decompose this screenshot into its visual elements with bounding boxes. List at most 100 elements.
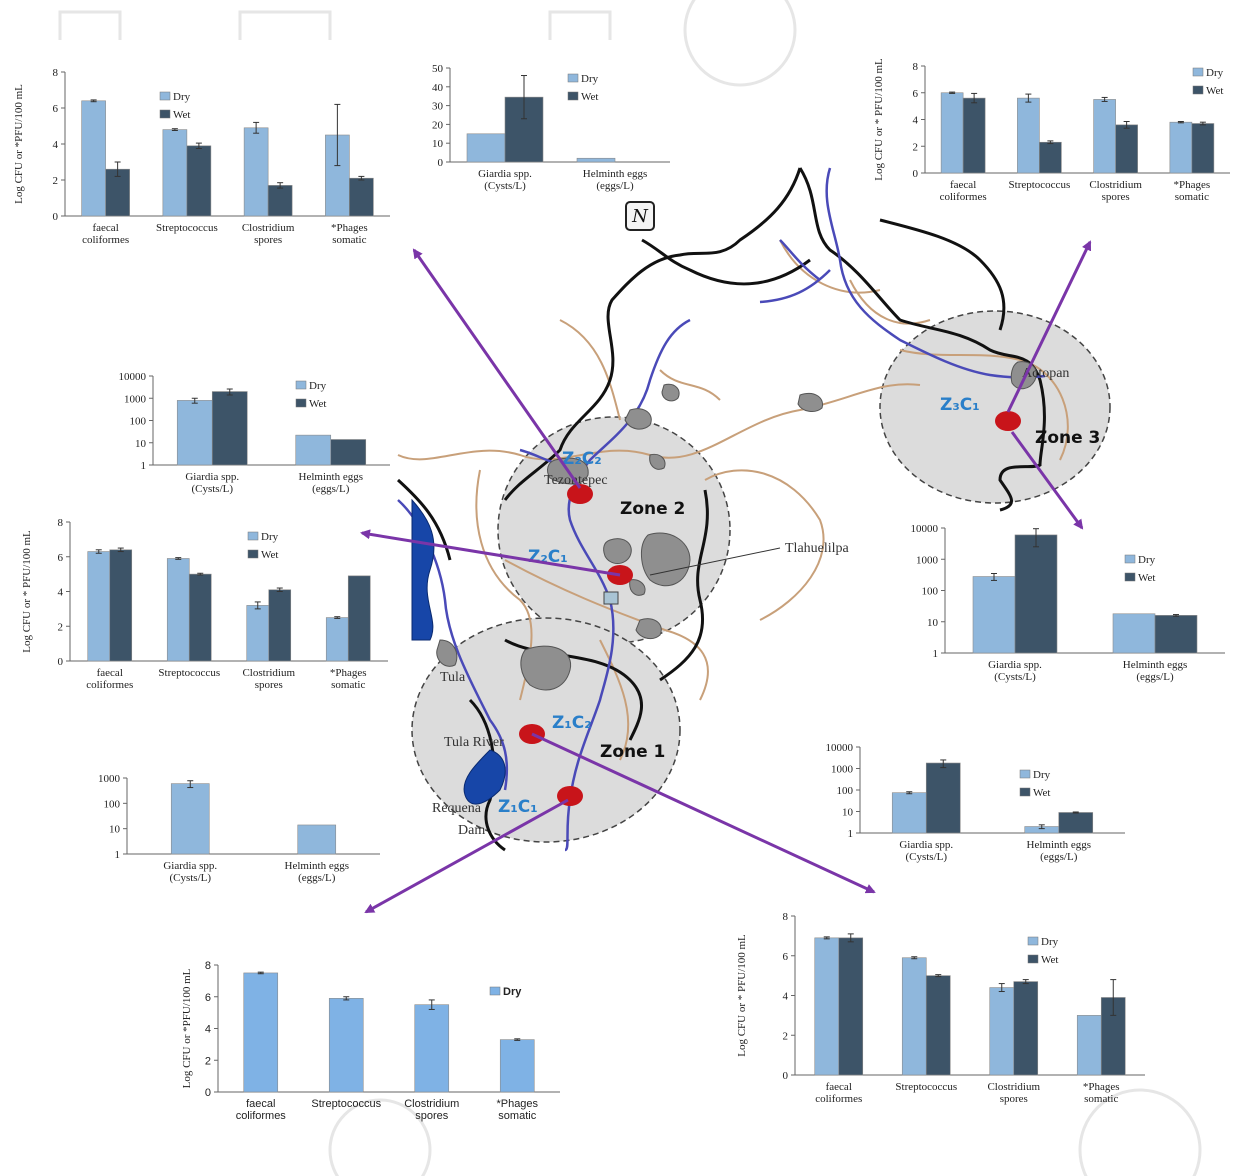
category-label: somatic: [498, 1110, 536, 1122]
y-tick-label: 4: [913, 115, 919, 127]
north-arrow-symbol: N: [625, 201, 655, 231]
y-tick-label: 100: [837, 785, 854, 797]
y-tick-label: 8: [913, 61, 919, 73]
bar-wet-1: [925, 975, 951, 1076]
y-tick-label: 1000: [916, 554, 939, 566]
category-label: *Phages: [331, 222, 368, 234]
legend-swatch: [1124, 554, 1136, 564]
category-label: Clostridium: [242, 222, 295, 234]
place-tlahuelilpa: Tlahuelilpa: [785, 541, 850, 556]
place-tula: Tula: [440, 670, 466, 685]
legend-label: Dry: [173, 91, 191, 103]
bar-dry-1: [166, 558, 190, 662]
category-label: (Cysts/L): [994, 671, 1036, 683]
category-label: Helminth eggs: [285, 860, 349, 872]
arrows: [360, 240, 1092, 914]
category-label: Clostridium: [242, 667, 295, 679]
bar-dry-2: [1093, 99, 1116, 174]
watershed-boundary: [396, 167, 1046, 852]
bar-dry-1: [1017, 97, 1040, 174]
zone-1-label: Zone 1: [600, 742, 665, 762]
bar-dry-0: [891, 792, 927, 834]
category-label: coliformes: [86, 679, 133, 691]
y-tick-label: 0: [913, 168, 919, 180]
bar-wet-1: [1154, 615, 1198, 654]
category-label: Giardia spp.: [478, 168, 532, 180]
category-label: somatic: [1175, 191, 1209, 203]
category-label: faecal: [97, 667, 123, 679]
legend-swatch: [1019, 769, 1031, 779]
bar-dry-0: [814, 937, 840, 1076]
bar-wet-0: [211, 391, 248, 466]
arrow-z1c1-to-chart: [364, 798, 569, 914]
y-axis-label: Log CFU or *PFU/100 mL: [181, 968, 193, 1088]
category-label: (Cysts/L): [484, 180, 526, 192]
legend-label: Wet: [309, 398, 326, 410]
category-label: Helminth eggs: [583, 168, 647, 180]
chart-z2c1_bacteria: 0 2 4 6 8 Log CFU or * PFU/100 mL faecalcolifo…: [21, 517, 388, 691]
bar-dry-1: [1112, 613, 1156, 654]
legend-label: Wet: [1206, 85, 1223, 97]
y-tick-label: 10: [927, 617, 939, 629]
y-tick-label: 0: [53, 211, 59, 223]
y-tick-label: 1: [933, 648, 939, 660]
y-axis-label: Log CFU or * PFU/100 mL: [736, 934, 748, 1057]
y-tick-label: 4: [783, 991, 789, 1003]
bar-dry-1: [328, 998, 364, 1093]
svg-text:N: N: [631, 206, 649, 227]
y-tick-label: 2: [58, 621, 64, 633]
site-label-z3c1: Z₃C₁: [940, 395, 980, 415]
bar-wet-1: [188, 573, 212, 662]
y-tick-label: 4: [53, 139, 59, 151]
y-tick-label: 10000: [826, 742, 854, 754]
category-label: Giardia spp.: [163, 860, 217, 872]
legend-swatch: [1192, 67, 1204, 77]
category-label: *Phages: [496, 1098, 538, 1110]
legend-swatch: [1124, 572, 1136, 582]
category-label: Helminth eggs: [1123, 659, 1187, 671]
y-tick-label: 0: [783, 1070, 789, 1082]
y-tick-label: 100: [130, 416, 147, 428]
legend-label: Dry: [1206, 67, 1224, 79]
legend-label: Wet: [1033, 787, 1050, 799]
category-label: (Cysts/L): [169, 872, 211, 884]
chart-z1c1_bacteria: 0 2 4 6 8 Log CFU or *PFU/100 mL faecalcolifor…: [181, 960, 560, 1122]
bar-wet-3: [349, 177, 374, 217]
bar-wet-0: [838, 937, 864, 1076]
bar-dry-1: [162, 129, 188, 217]
y-tick-label: 0: [438, 157, 444, 169]
legend-label: Wet: [1041, 954, 1058, 966]
y-tick-label: 6: [53, 103, 59, 115]
arrow-z3c1-to-chart: [1006, 240, 1092, 413]
y-tick-label: 100: [104, 798, 121, 810]
zone-2-label: Zone 2: [620, 499, 685, 519]
towns: [436, 361, 1037, 691]
y-tick-label: 10000: [119, 371, 147, 383]
category-label: coliformes: [236, 1110, 287, 1122]
site-marker-z2c2: [567, 484, 593, 504]
chart-z3c1_bacteria: 0 2 4 6 8 Log CFU or * PFU/100 mL faecalcolifo…: [873, 58, 1230, 203]
place-actopan: Actopan: [1022, 366, 1069, 381]
y-tick-label: 8: [53, 67, 59, 79]
category-label: Streptococcus: [311, 1098, 381, 1110]
bar-wet-1: [1039, 141, 1062, 174]
bar-dry-0: [940, 92, 964, 174]
legend-label: Dry: [581, 73, 599, 85]
bar-wet-1: [330, 439, 367, 466]
legend-swatch: [1027, 936, 1039, 946]
legend-label: Wet: [173, 109, 190, 121]
y-tick-label: 1: [848, 828, 854, 840]
arrow-z3c1-to-parasite-chart: [1010, 431, 1084, 530]
bar-wet-1: [186, 145, 212, 217]
site-marker-z3c1: [995, 411, 1021, 431]
category-label: (eggs/L): [298, 872, 336, 884]
rivers: [397, 167, 1046, 852]
category-label: Giardia spp.: [899, 839, 953, 851]
category-label: (eggs/L): [1136, 671, 1174, 683]
bar-dry-2: [414, 1004, 450, 1093]
category-label: somatic: [332, 234, 366, 246]
category-label: faecal: [246, 1098, 275, 1110]
map: N Zone 3 Zone 2 Zone 1 Z₃C₁ Z₂C₂ Z₂C₁ Z₁…: [396, 167, 1111, 852]
category-label: (Cysts/L): [905, 851, 947, 863]
